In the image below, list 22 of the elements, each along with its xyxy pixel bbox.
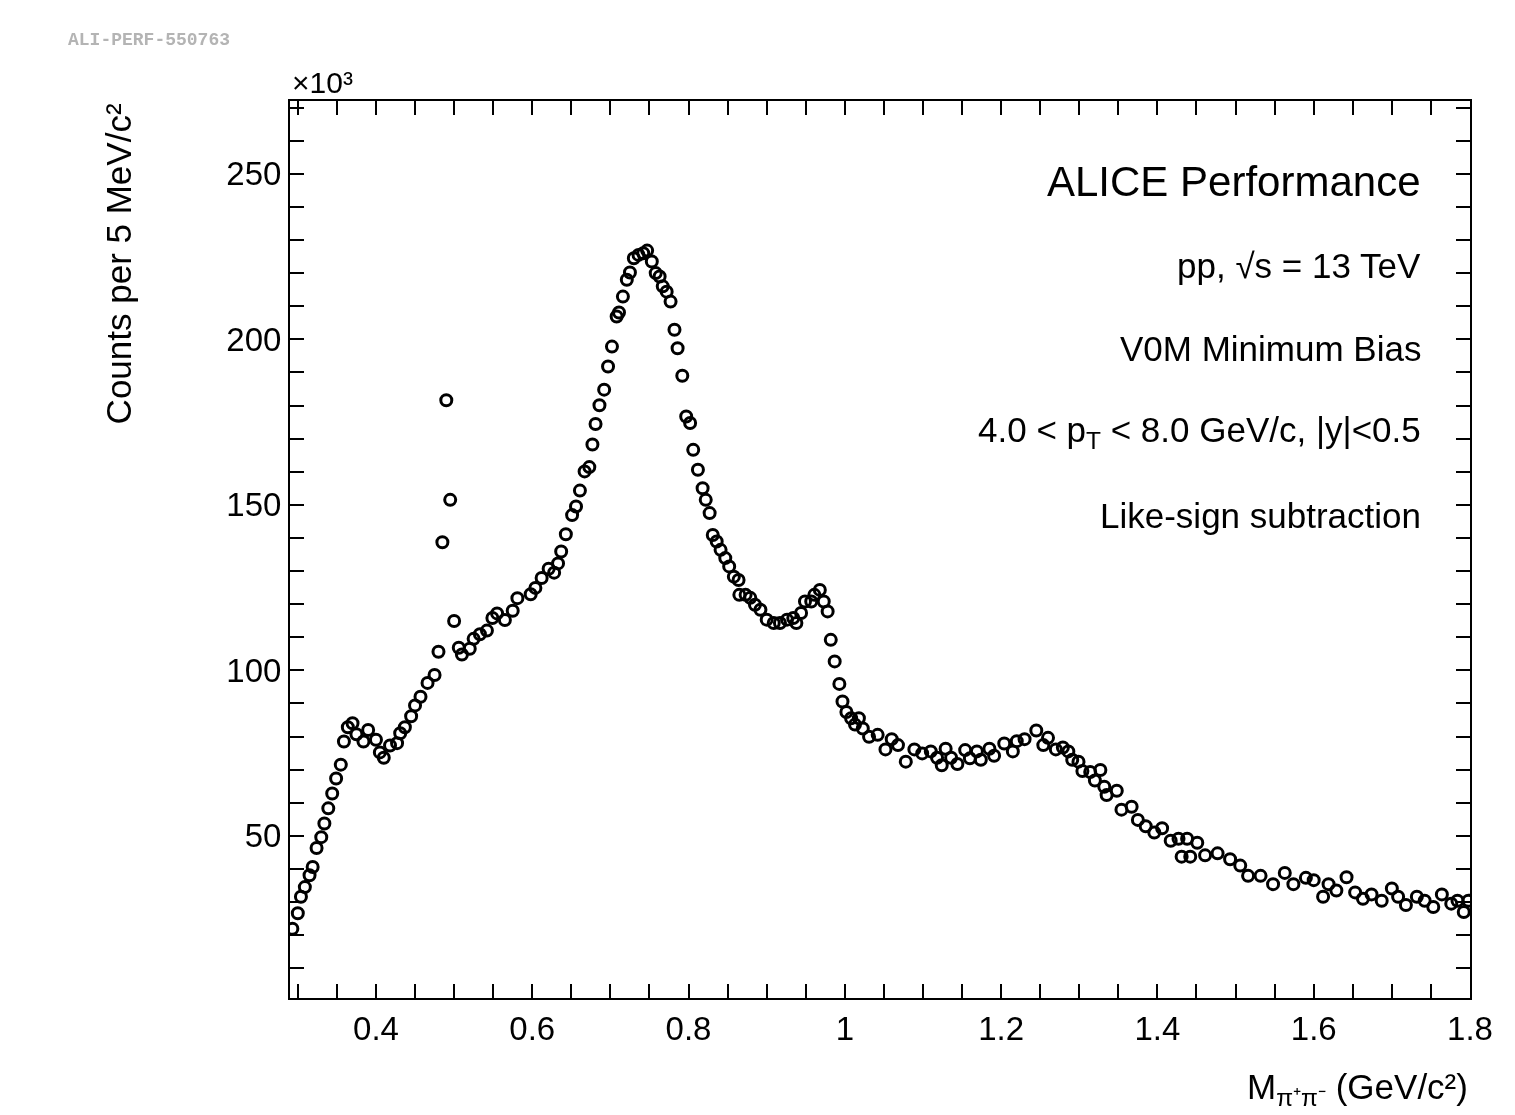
x-tick-label: 1.4 [1134, 1009, 1181, 1047]
x-tick-label: 0.8 [665, 1009, 712, 1047]
annotation: ALICE Performance [1047, 158, 1421, 205]
x-tick-label: 1.8 [1447, 1009, 1493, 1047]
y-tick-label: 50 [244, 817, 282, 855]
annotation: pp, √s = 13 TeV [1177, 246, 1421, 285]
x-tick-label: 1.6 [1290, 1009, 1337, 1047]
text: ALI-PERF-550763 [68, 30, 231, 50]
y-tick-label: 200 [226, 320, 282, 358]
y-axis-title: Counts per 5 MeV/c² [99, 103, 139, 425]
x-axis-title: M$_{π⁺π⁻}$ (GeV/c²) [1247, 1067, 1468, 1112]
text: ×10³ [292, 66, 353, 99]
annotation: V0M Minimum Bias [1120, 329, 1422, 368]
y-tick-label: 100 [226, 651, 282, 689]
x-tick-label: 1.2 [978, 1009, 1025, 1047]
x-tick-label: 1 [835, 1009, 855, 1047]
x-tick-label: 0.4 [353, 1009, 399, 1047]
x-tick-label: 0.6 [509, 1009, 556, 1047]
annotation: 4.0 < p$_{T}$ < 8.0 GeV/c, |y|<0.5 [978, 410, 1421, 455]
y-tick-label: 150 [226, 486, 282, 524]
y-tick-label: 250 [226, 155, 282, 193]
annotation: Like-sign subtraction [1100, 496, 1421, 535]
